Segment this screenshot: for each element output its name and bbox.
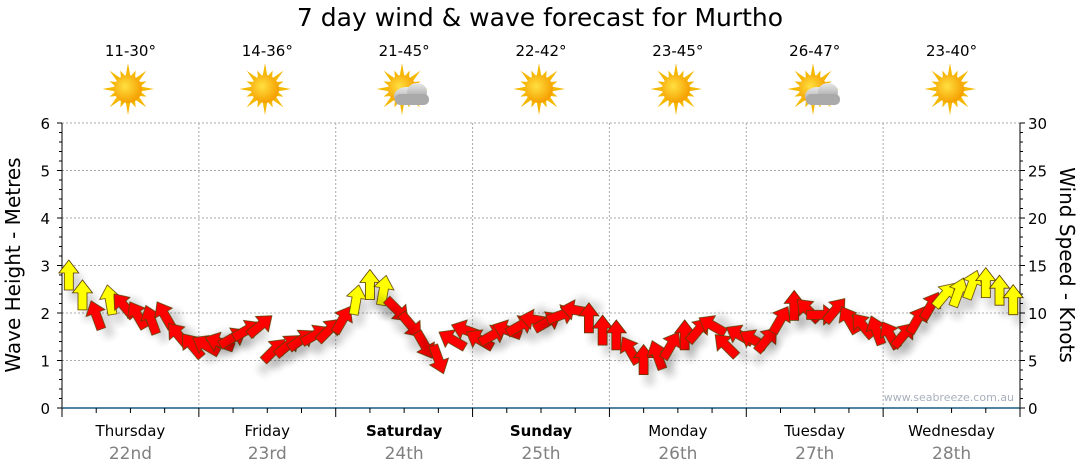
day-weather: 11-30° xyxy=(80,42,180,118)
wind-arrow xyxy=(412,329,435,359)
wind-arrow xyxy=(852,313,877,341)
left-tick-label: 5 xyxy=(40,163,50,181)
wind-arrow xyxy=(127,301,150,331)
watermark: www.seabreeze.com.au xyxy=(884,391,1014,404)
wind-arrow xyxy=(988,274,1011,306)
wind-arrow xyxy=(397,310,422,338)
day-label: Monday xyxy=(648,422,707,440)
day-label: Tuesday xyxy=(783,422,845,440)
date-label: 23rd xyxy=(248,444,287,464)
sun-icon xyxy=(217,64,317,118)
temperature-range: 14-36° xyxy=(241,42,293,60)
right-tick-label: 5 xyxy=(1028,353,1038,371)
left-tick-label: 4 xyxy=(40,210,50,228)
right-tick-label: 15 xyxy=(1028,258,1047,276)
left-axis-label: Wave Height - Metres xyxy=(1,157,25,372)
left-tick-label: 1 xyxy=(40,353,50,371)
day-label: Wednesday xyxy=(908,422,995,440)
day-weather: 14-36° xyxy=(217,42,317,118)
sun-icon xyxy=(80,64,180,118)
chart-title: 7 day wind & wave forecast for Murtho xyxy=(296,3,784,32)
sun-icon xyxy=(902,64,1002,118)
day-label: Sunday xyxy=(510,422,573,440)
wind-arrow xyxy=(245,315,273,340)
wind-arrow xyxy=(605,319,628,351)
date-label: 25th xyxy=(521,444,560,464)
wind-arrow xyxy=(57,259,80,291)
sun-icon xyxy=(628,64,728,118)
day-label: Thursday xyxy=(95,422,166,440)
date-label: 28th xyxy=(932,444,971,464)
temperature-range: 22-42° xyxy=(515,42,567,60)
temperature-range: 23-40° xyxy=(926,42,978,60)
sun-cloud-icon xyxy=(354,64,454,118)
right-axis-label: Wind Speed - Knots xyxy=(1055,167,1079,363)
date-label: 24th xyxy=(385,444,424,464)
left-tick-label: 3 xyxy=(40,258,50,276)
temperature-range: 21-45° xyxy=(378,42,430,60)
temperature-range: 26-47° xyxy=(789,42,841,60)
day-weather: 23-45° xyxy=(628,42,728,118)
date-label: 27th xyxy=(795,444,834,464)
date-label: 26th xyxy=(658,444,697,464)
sun-cloud-icon xyxy=(765,64,865,118)
wind-arrow xyxy=(85,300,107,332)
right-tick-label: 0 xyxy=(1028,400,1038,418)
wind-arrow xyxy=(314,319,340,345)
wind-arrow xyxy=(373,274,395,307)
left-tick-label: 0 xyxy=(40,400,50,418)
date-label: 22nd xyxy=(109,444,152,464)
day-label: Saturday xyxy=(366,422,443,440)
day-weather: 22-42° xyxy=(491,42,591,118)
wind-arrow xyxy=(619,336,642,366)
right-tick-label: 20 xyxy=(1028,210,1047,228)
right-tick-label: 25 xyxy=(1028,163,1047,181)
wind-arrow xyxy=(1002,284,1025,316)
left-tick-label: 6 xyxy=(40,115,50,133)
right-tick-label: 10 xyxy=(1028,305,1047,323)
wind-arrow xyxy=(578,302,600,334)
wind-arrow xyxy=(428,343,450,375)
wind-arrow xyxy=(330,306,353,336)
right-tick-label: 30 xyxy=(1028,115,1047,133)
left-tick-label: 2 xyxy=(40,305,50,323)
wind-arrow xyxy=(71,279,94,311)
temperature-range: 23-45° xyxy=(652,42,704,60)
day-weather: 26-47° xyxy=(765,42,865,118)
wind-arrow xyxy=(753,327,777,355)
day-label: Friday xyxy=(245,422,291,440)
day-weather: 23-40° xyxy=(902,42,1002,118)
wind-arrow xyxy=(698,315,728,338)
temperature-range: 11-30° xyxy=(104,42,156,60)
wind-arrow xyxy=(768,306,791,336)
day-weather: 21-45° xyxy=(354,42,454,118)
sun-icon xyxy=(491,64,591,118)
